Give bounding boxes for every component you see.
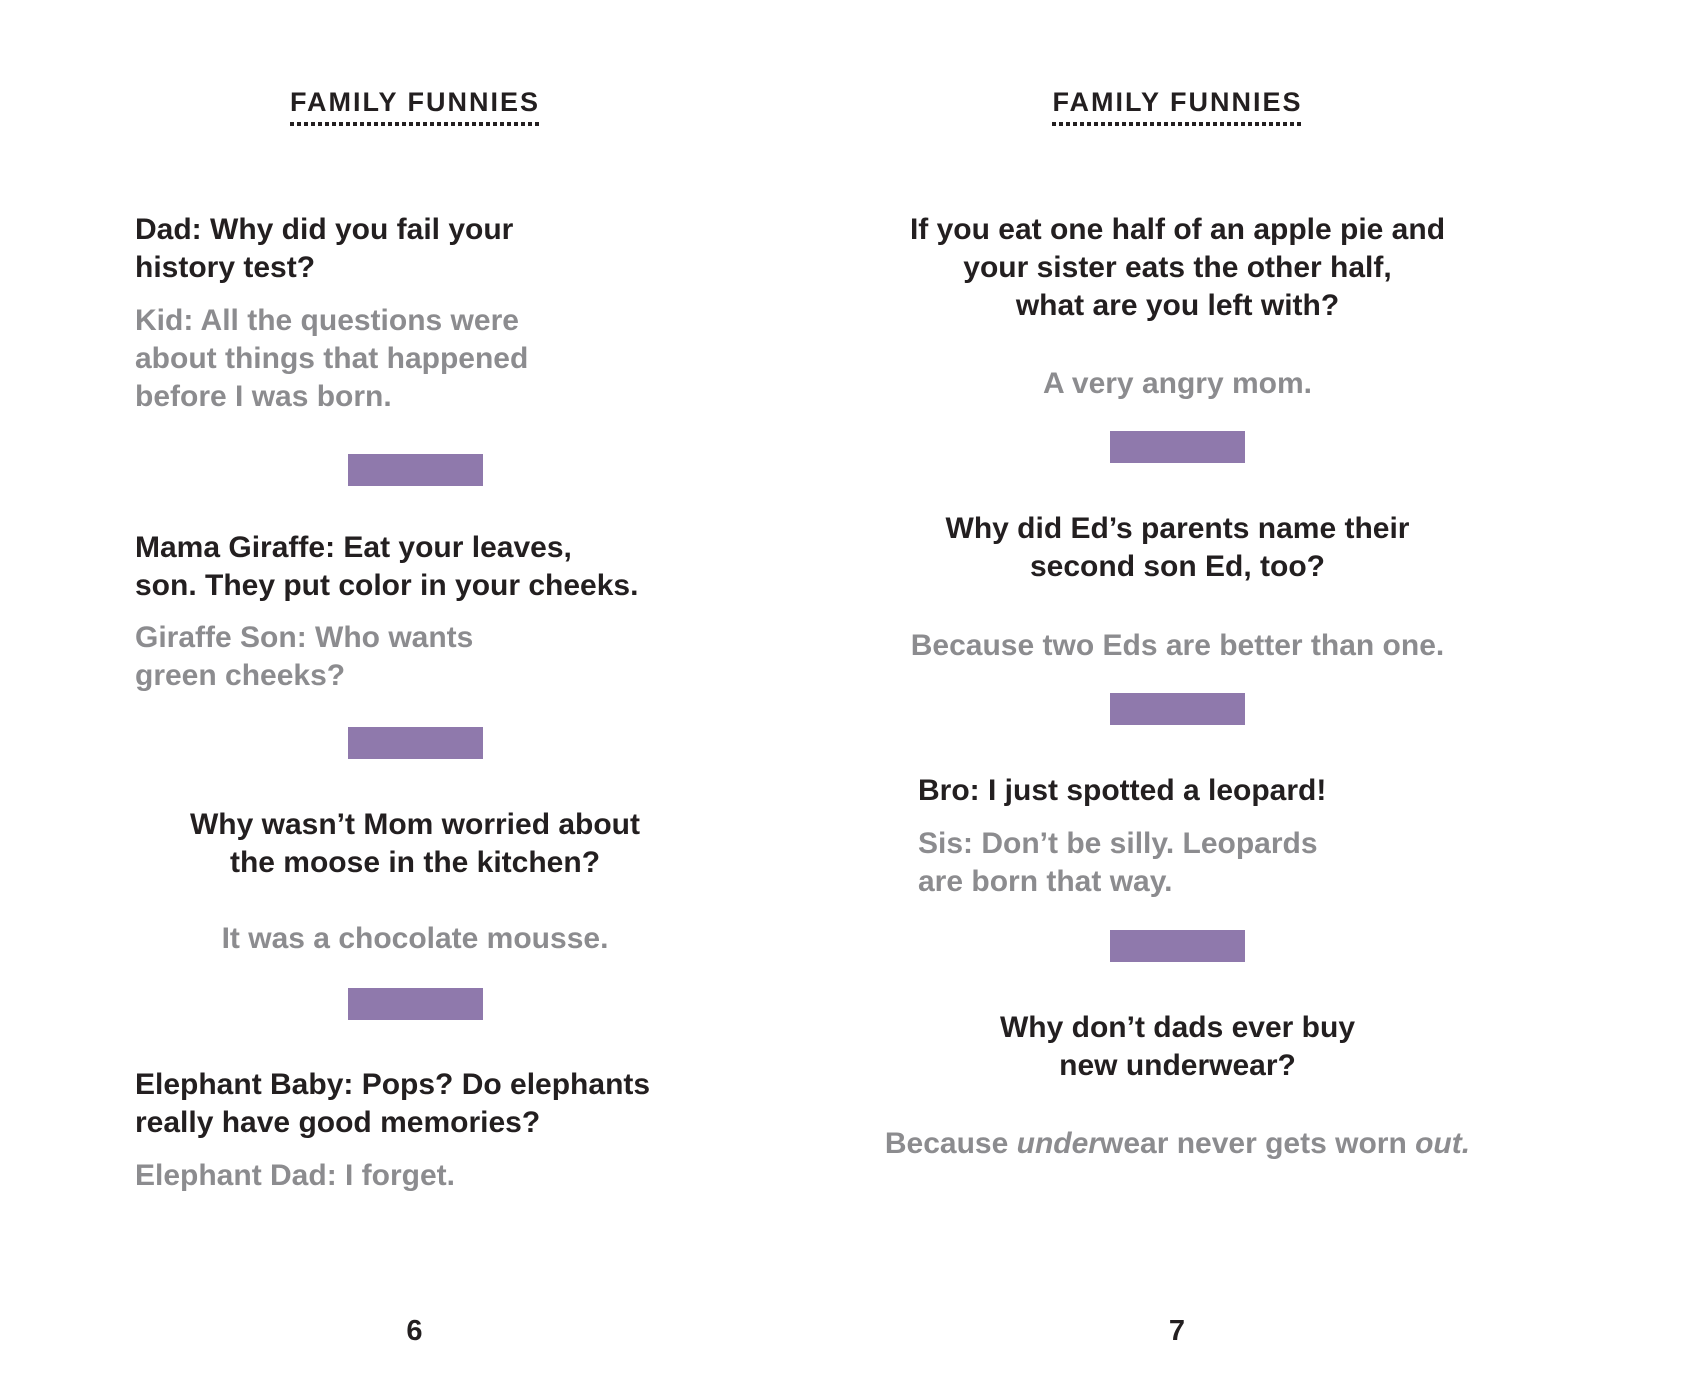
joke-question: Why did Ed’s parents name their second s… (945, 511, 1410, 583)
page-left: FAMILY FUNNIES Dad: Why did you fail you… (0, 0, 850, 1400)
section-divider (347, 726, 483, 759)
joke-question: Bro: I just spotted a leopard! (918, 773, 1327, 807)
page-number: 7 (1168, 1315, 1187, 1347)
joke-question: Why don’t dads ever buy new underwear? (999, 1010, 1356, 1082)
section-divider (1110, 929, 1245, 962)
page-number: 6 (406, 1315, 424, 1347)
page-right: FAMILY FUNNIES If you eat one half of an… (850, 0, 1700, 1400)
section-divider (1110, 430, 1245, 463)
joke-question: Elephant Baby: Pops? Do elephants really… (135, 1067, 651, 1139)
section-divider (1110, 692, 1245, 725)
joke-answer: Giraffe Son: Who wants green cheeks? (135, 620, 474, 692)
joke-question: Why wasn’t Mom worried about the moose i… (189, 807, 640, 879)
joke-answer: A very angry mom. (1043, 366, 1312, 400)
joke-answer: Because two Eds are better than one. (910, 628, 1445, 662)
page-header: FAMILY FUNNIES (290, 87, 540, 126)
joke-answer: Because underwear never gets worn out. (884, 1126, 1471, 1160)
joke-question: If you eat one half of an apple pie and … (909, 212, 1446, 322)
joke-question: Mama Giraffe: Eat your leaves, son. They… (135, 530, 639, 602)
section-divider (347, 987, 483, 1020)
joke-answer: It was a chocolate mousse. (221, 921, 609, 955)
page-head: FAMILY FUNNIES (135, 0, 695, 126)
joke-question: Dad: Why did you fail your history test? (135, 212, 514, 284)
section-divider (347, 453, 483, 486)
page-header: FAMILY FUNNIES (1052, 87, 1302, 126)
joke-answer: Sis: Don’t be silly. Leopards are born t… (918, 826, 1318, 898)
page-head: FAMILY FUNNIES (875, 0, 1480, 126)
joke-answer: Elephant Dad: I forget. (135, 1158, 456, 1192)
joke-answer: Kid: All the questions were about things… (135, 303, 529, 413)
